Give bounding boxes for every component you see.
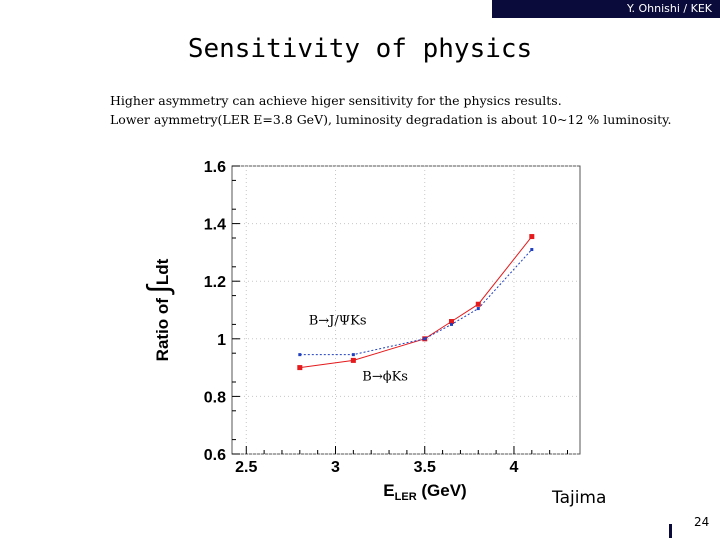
series-point-0 bbox=[297, 365, 303, 371]
page-marker bbox=[669, 524, 672, 538]
series-annotation: B→J/ΨKs bbox=[309, 313, 367, 328]
y-tick-label: 0.8 bbox=[204, 389, 226, 406]
y-tick-label: 0.6 bbox=[204, 447, 226, 464]
annotations: B→J/ΨKs B→ϕKs bbox=[309, 313, 408, 384]
slide-title: Sensitivity of physics bbox=[187, 34, 533, 64]
y-tick-label: 1.2 bbox=[204, 274, 226, 291]
series-point-1 bbox=[298, 353, 302, 357]
series-point-1 bbox=[476, 307, 480, 311]
x-axis-label-main: E bbox=[383, 481, 394, 500]
y-tick-label: 1.6 bbox=[204, 159, 226, 176]
y-tick-label: 1.4 bbox=[204, 217, 226, 234]
author-label: Y. Ohnishi / KEK bbox=[627, 2, 712, 15]
body-line-1: Higher asymmetry can achieve higer sensi… bbox=[110, 93, 562, 108]
x-axis-label-sub: LER bbox=[395, 491, 417, 503]
x-tick-label: 4 bbox=[510, 459, 519, 476]
y-axis-label-integral: ∫ bbox=[142, 283, 175, 295]
y-axis-label-post: Ldt bbox=[153, 258, 172, 285]
series-line-1 bbox=[299, 249, 533, 356]
x-tick-label: 2.5 bbox=[235, 459, 257, 476]
credit-label: Tajima bbox=[552, 488, 607, 508]
series-point-1 bbox=[530, 248, 534, 252]
page-number: 24 bbox=[694, 515, 710, 529]
y-tick-label: 1 bbox=[217, 332, 226, 349]
x-tick-label: 3.5 bbox=[414, 459, 436, 476]
x-axis-label: ELER (GeV) bbox=[383, 481, 466, 503]
y-axis-label-pre: Ratio of bbox=[153, 293, 172, 361]
series-annotation: B→ϕKs bbox=[362, 370, 408, 385]
x-axis-label-rest: (GeV) bbox=[417, 481, 467, 500]
x-tick-label: 3 bbox=[331, 459, 340, 476]
series-point-1 bbox=[423, 337, 427, 341]
svg-text:Ratio of ∫Ldt: Ratio of ∫Ldt bbox=[142, 258, 175, 361]
series-point-0 bbox=[449, 319, 455, 325]
body-line-2: Lower aymmetry(LER E=3.8 GeV), luminosit… bbox=[110, 112, 672, 127]
series-point-0 bbox=[350, 357, 356, 363]
y-axis-label: Ratio of ∫Ldt bbox=[142, 258, 175, 361]
series-point-1 bbox=[450, 322, 454, 326]
axis-labels: ELER (GeV) Ratio of ∫Ldt bbox=[142, 258, 467, 503]
series-point-0 bbox=[475, 301, 481, 307]
series-point-0 bbox=[529, 234, 535, 240]
series bbox=[297, 234, 535, 371]
series-point-1 bbox=[351, 353, 355, 357]
body-text: Higher asymmetry can achieve higer sensi… bbox=[110, 91, 672, 129]
axes: 0.6 0.8 1 1.2 1.4 1.6 2.5 3 3.5 4 bbox=[204, 159, 569, 476]
header-bar: Y. Ohnishi / KEK bbox=[492, 0, 720, 18]
grid bbox=[232, 165, 580, 455]
series-line-0 bbox=[299, 236, 533, 369]
plot-frame bbox=[231, 165, 581, 455]
